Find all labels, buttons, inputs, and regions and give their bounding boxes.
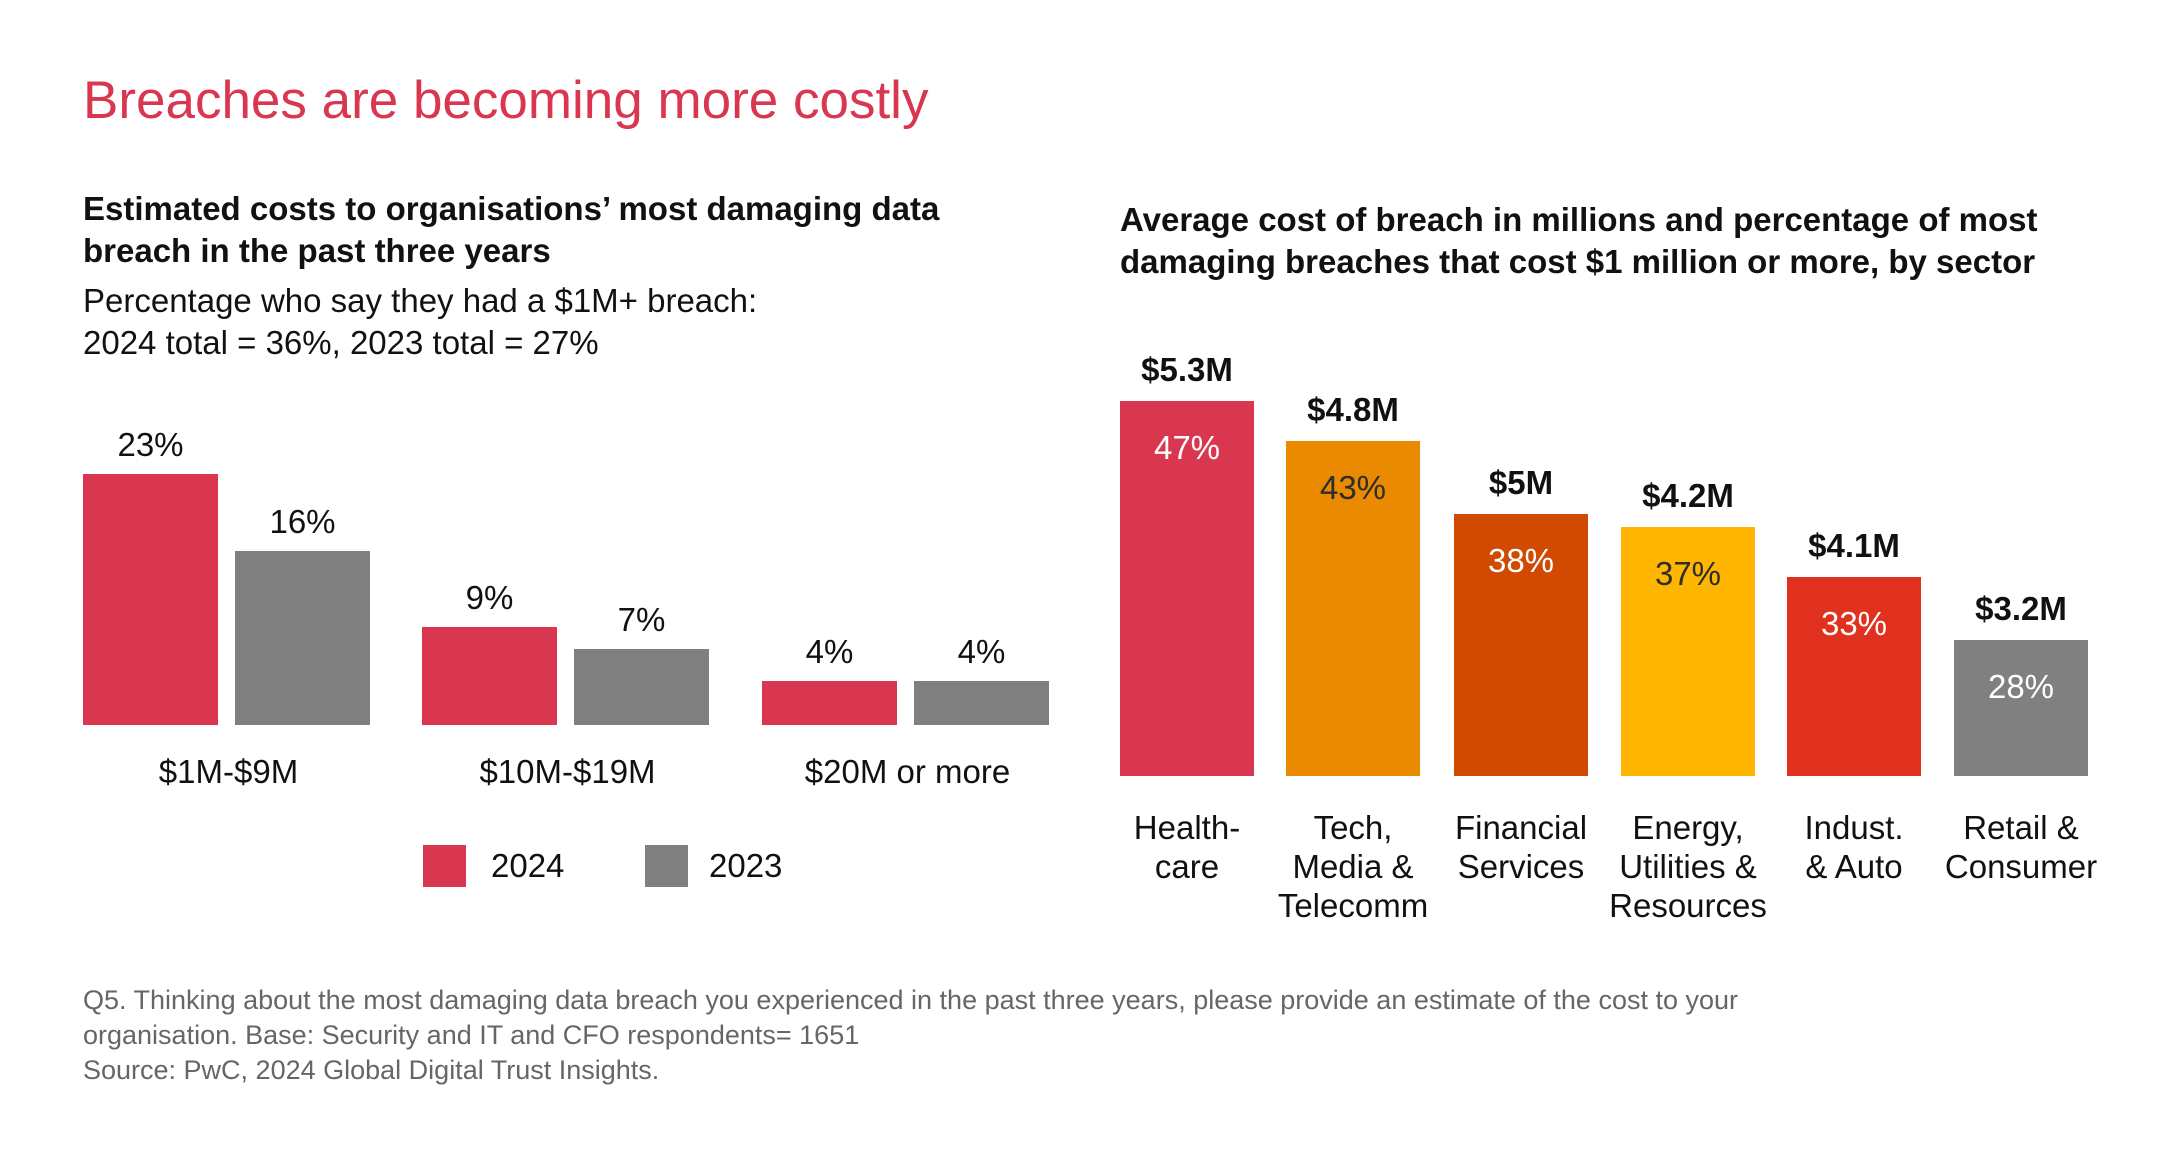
category-label: $10M-$19M (479, 753, 656, 790)
legend-swatch-2024 (423, 845, 466, 887)
sector-label: Energy, Utilities & Resources (1609, 809, 1767, 924)
data-label: 9% (465, 578, 514, 616)
sector-label: Retail & Consumer (1944, 809, 2098, 885)
data-label: 7% (617, 600, 666, 638)
percent-label: 47% (1153, 428, 1221, 466)
percent-label: 43% (1319, 468, 1387, 506)
avg-cost-label: $5M (1488, 463, 1554, 501)
percent-label: 38% (1487, 541, 1555, 579)
sector-bar (1120, 400, 1254, 776)
avg-cost-label: $3.2M (1975, 589, 2067, 627)
data-label: 4% (805, 633, 854, 671)
right-chart-title-line: Average cost of breach in millions and p… (1120, 201, 2038, 238)
footnote-line: Q5. Thinking about the most damaging dat… (83, 985, 1739, 1015)
legend-label-2023: 2023 (709, 847, 783, 884)
bar-2023 (914, 681, 1049, 725)
footnote: Q5. Thinking about the most damaging dat… (83, 983, 1738, 1088)
data-label: 16% (269, 502, 336, 540)
left-chart-title-line: breach in the past three years (83, 232, 551, 269)
category-label: $20M or more (804, 753, 1011, 790)
data-label: 4% (957, 633, 1006, 671)
right-chart-title-line: damaging breaches that cost $1 million o… (1120, 243, 2036, 280)
footnote-line: Source: PwC, 2024 Global Digital Trust I… (83, 1055, 660, 1085)
category-label: $1M-$9M (158, 753, 299, 790)
avg-cost-label: $5.3M (1141, 350, 1233, 388)
bar-2023 (235, 550, 370, 725)
data-label: 23% (117, 426, 184, 464)
sector-label: Indust. & Auto (1804, 809, 1904, 885)
avg-cost-label: $4.2M (1642, 476, 1734, 514)
percent-label: 37% (1654, 554, 1722, 592)
legend-swatch-2023 (645, 845, 688, 887)
sector-bar (1954, 639, 2088, 776)
bar-2024 (83, 474, 218, 725)
sector-bar (1787, 576, 1921, 776)
sector-bar (1286, 440, 1420, 776)
sector-label: Health- care (1133, 809, 1241, 885)
percent-label: 33% (1820, 604, 1888, 642)
sector-label: Tech, Media & Telecomm (1277, 809, 1429, 924)
sector-label: Financial Services (1454, 809, 1588, 885)
sector-bar (1621, 526, 1755, 776)
footnote-line: organisation. Base: Security and IT and … (83, 1020, 860, 1050)
legend-label-2024: 2024 (491, 847, 565, 884)
percent-label: 28% (1987, 667, 2055, 705)
left-chart-note-line: 2024 total = 36%, 2023 total = 27% (83, 324, 599, 361)
bar-2023 (574, 648, 709, 725)
avg-cost-label: $4.1M (1808, 526, 1900, 564)
sector-bar (1454, 513, 1588, 776)
page-title: Breaches are becoming more costly (83, 71, 929, 130)
left-chart-note-line: Percentage who say they had a $1M+ breac… (83, 282, 758, 319)
bar-2024 (762, 681, 897, 725)
avg-cost-label: $4.8M (1307, 390, 1399, 428)
left-chart-title: Estimated costs to organisations’ most d… (83, 188, 939, 272)
bar-2024 (422, 626, 557, 725)
left-chart-note: Percentage who say they had a $1M+ breac… (83, 280, 757, 364)
right-chart-title: Average cost of breach in millions and p… (1120, 199, 2038, 283)
left-chart-title-line: Estimated costs to organisations’ most d… (83, 190, 940, 227)
